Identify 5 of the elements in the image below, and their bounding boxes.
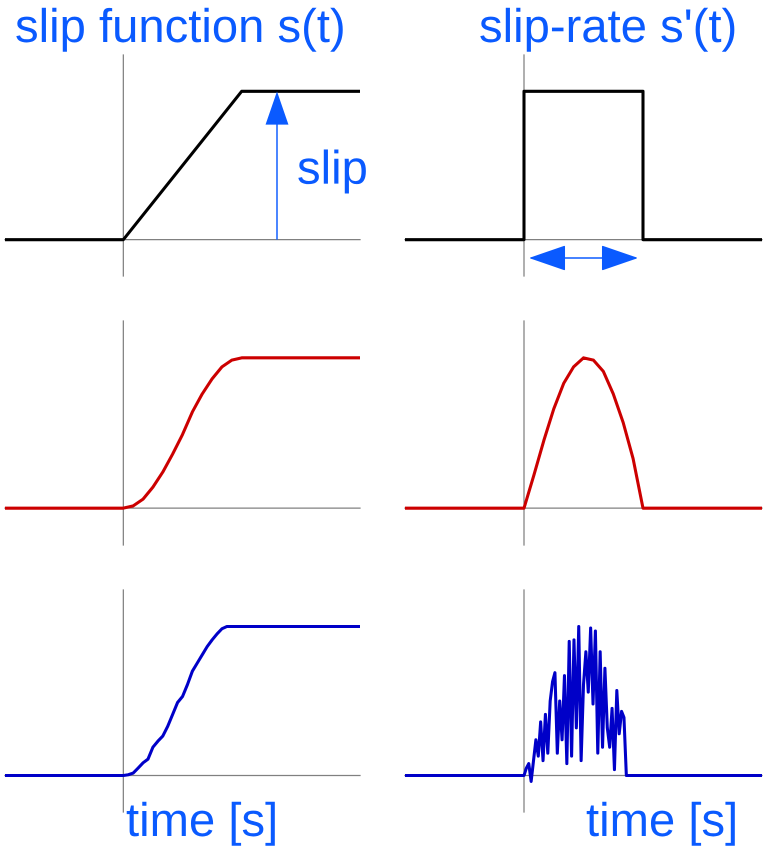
annotation: slip	[298, 149, 366, 194]
x-axis-title: time [s]	[126, 802, 275, 846]
x-axis-title: time [s]	[586, 802, 735, 846]
chart-title: slip-rate s'(t)	[480, 8, 734, 52]
chart-title: slip function s(t)	[16, 8, 343, 52]
